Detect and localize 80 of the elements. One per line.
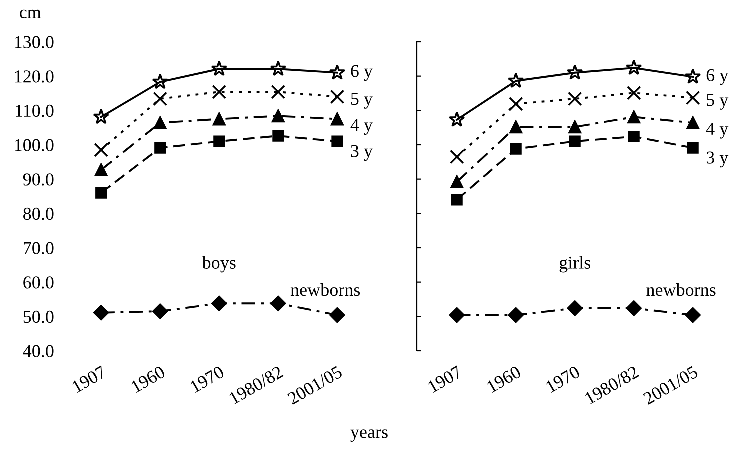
y-tick-label: 50.0: [24, 310, 54, 324]
point: [94, 305, 110, 321]
point: [96, 187, 108, 199]
y-tick-label: 120.0: [15, 70, 54, 83]
point: [153, 92, 168, 106]
point: [450, 176, 464, 189]
point: [154, 116, 167, 130]
point: [271, 84, 286, 100]
y-tick-label: 100.0: [15, 139, 54, 152]
point: [329, 64, 346, 80]
point: [450, 150, 464, 164]
point: [332, 136, 344, 148]
point: [330, 308, 346, 324]
point: [94, 164, 108, 177]
series-label: 4 y: [350, 119, 373, 135]
series-label: 5 y: [707, 94, 729, 110]
series-label: 6 y: [706, 69, 729, 86]
point: [272, 130, 284, 142]
point: [628, 130, 640, 143]
point: [330, 112, 344, 126]
x-tick-label: 1960: [130, 366, 166, 394]
point: [154, 142, 166, 154]
point: [626, 300, 642, 316]
point: [449, 308, 465, 324]
point: [152, 304, 168, 320]
x-axis-title: years: [350, 430, 388, 442]
point: [270, 296, 286, 312]
y-axis-title: cm: [20, 10, 42, 19]
point: [687, 142, 699, 154]
series-label: 5 y: [351, 93, 373, 109]
point: [508, 308, 524, 324]
point: [508, 72, 524, 88]
x-tick-label: 1960: [486, 366, 522, 394]
series-label: 4 y: [706, 122, 729, 139]
point: [272, 110, 285, 123]
point: [211, 60, 228, 76]
point: [270, 60, 287, 76]
annotation: girls: [560, 256, 591, 273]
point: [212, 112, 226, 126]
point: [330, 90, 345, 104]
point: [686, 116, 700, 130]
x-tick-label: 1907: [72, 366, 108, 394]
point: [685, 308, 701, 324]
annotation: boys: [202, 256, 236, 273]
y-tick-label: 40.0: [23, 345, 54, 358]
point: [451, 194, 463, 206]
series-label: 3 y: [351, 145, 373, 162]
point: [214, 136, 226, 148]
series-label: 6 y: [351, 65, 373, 82]
y-tick-label: 110.0: [16, 104, 54, 118]
y-tick-label: 70.0: [24, 242, 54, 255]
point: [628, 110, 641, 124]
point: [94, 142, 108, 158]
y-tick-label: 130.0: [15, 36, 54, 49]
x-tick-label: 1907: [427, 366, 464, 394]
point: [152, 74, 169, 90]
point: [212, 296, 228, 312]
point: [684, 68, 702, 84]
y-tick-label: 80.0: [24, 208, 54, 220]
y-tick-label: 90.0: [23, 174, 54, 186]
point: [212, 84, 227, 100]
point: [510, 120, 523, 134]
series-label: 3 y: [706, 152, 729, 168]
x-tick-label: 1970: [545, 366, 581, 394]
point: [626, 60, 642, 76]
point: [510, 143, 522, 155]
series-label: newborns: [290, 283, 360, 296]
point: [508, 96, 524, 112]
point: [569, 136, 581, 148]
y-tick-label: 60.0: [24, 276, 54, 289]
point: [568, 120, 582, 134]
point: [448, 111, 466, 128]
point: [686, 90, 700, 106]
point: [566, 64, 584, 80]
point: [626, 86, 642, 100]
point: [567, 300, 583, 316]
x-tick-label: 1970: [190, 366, 226, 394]
series-label: newborns: [646, 283, 716, 296]
point: [93, 108, 110, 124]
point: [568, 92, 582, 106]
